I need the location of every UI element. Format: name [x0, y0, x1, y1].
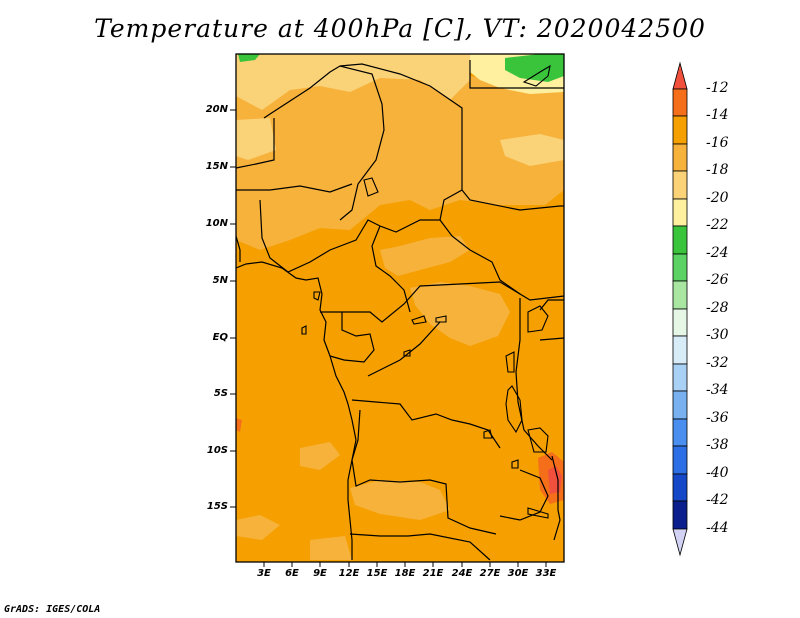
latitude-label: 5N	[212, 275, 228, 286]
latitude-label: 15S	[206, 501, 228, 512]
longitude-label: 21E	[422, 568, 444, 579]
software-credit: GrADS: IGES/COLA	[4, 604, 101, 615]
colorbar-label: -40	[706, 465, 729, 481]
colorbar-box	[672, 500, 688, 530]
colorbar-label: -26	[706, 272, 729, 288]
longitude-label: 6E	[285, 568, 299, 579]
colorbar-label: -16	[706, 135, 729, 151]
latitude-label: 15N	[205, 161, 228, 172]
latitude-label: 20N	[205, 104, 228, 115]
colorbar-box	[672, 390, 688, 420]
colorbar-label: -36	[706, 410, 729, 426]
colorbar-box	[672, 445, 688, 475]
country-borders	[235, 60, 565, 561]
lighter-orange-regions	[236, 62, 564, 560]
green-patches	[238, 54, 564, 82]
colorbar-label: -12	[706, 80, 729, 96]
colorbar-box	[672, 418, 688, 447]
colorbar-box	[672, 308, 688, 337]
longitude-label: 15E	[366, 568, 388, 579]
longitude-label: 3E	[257, 568, 271, 579]
lakes	[301, 64, 551, 519]
colorbar-box	[672, 253, 688, 282]
latitude-label: 5S	[213, 388, 228, 399]
colorbar-label: -34	[706, 382, 729, 398]
colorbar-cold-triangle	[672, 528, 688, 557]
colorbar-box	[672, 198, 688, 227]
map-frame	[235, 53, 565, 563]
colorbar-label: -14	[706, 107, 729, 123]
colorbar-box	[672, 143, 688, 172]
colorbar-label: -20	[706, 190, 729, 206]
longitude-ticks	[263, 562, 547, 567]
latitude-ticks	[230, 109, 236, 508]
colorbar-box	[672, 170, 688, 200]
colorbar-label: -22	[706, 217, 729, 233]
latitude-label: 10S	[206, 445, 228, 456]
longitude-label: 30E	[507, 568, 529, 579]
colorbar-label: -42	[706, 492, 729, 508]
colorbar-box	[672, 225, 688, 255]
longitude-label: 33E	[535, 568, 557, 579]
longitude-label: 27E	[479, 568, 501, 579]
longitude-label: 18E	[394, 568, 416, 579]
colorbar-label: -18	[706, 162, 729, 178]
coastline	[235, 235, 357, 560]
longitude-label: 24E	[451, 568, 473, 579]
colorbar	[672, 61, 688, 557]
latitude-label: 10N	[205, 218, 228, 229]
colorbar-label: -28	[706, 300, 729, 316]
colorbar-warm-triangle	[672, 61, 688, 90]
colorbar-box	[672, 280, 688, 310]
colorbar-label: -24	[706, 245, 729, 261]
map-title: Temperature at 400hPa [C], VT: 202004250…	[94, 14, 706, 43]
colorbar-label: -38	[706, 437, 729, 453]
colorbar-box	[672, 363, 688, 392]
longitude-label: 9E	[313, 568, 327, 579]
colorbar-box	[672, 473, 688, 502]
colorbar-box	[672, 88, 688, 117]
colorbar-label: -30	[706, 327, 729, 343]
pale-yellow-regions	[236, 54, 564, 166]
colorbar-box	[672, 335, 688, 365]
colorbar-box	[672, 115, 688, 145]
latitude-label: EQ	[212, 332, 228, 343]
longitude-label: 12E	[338, 568, 360, 579]
colorbar-label: -44	[706, 520, 729, 536]
colorbar-label: -32	[706, 355, 729, 371]
